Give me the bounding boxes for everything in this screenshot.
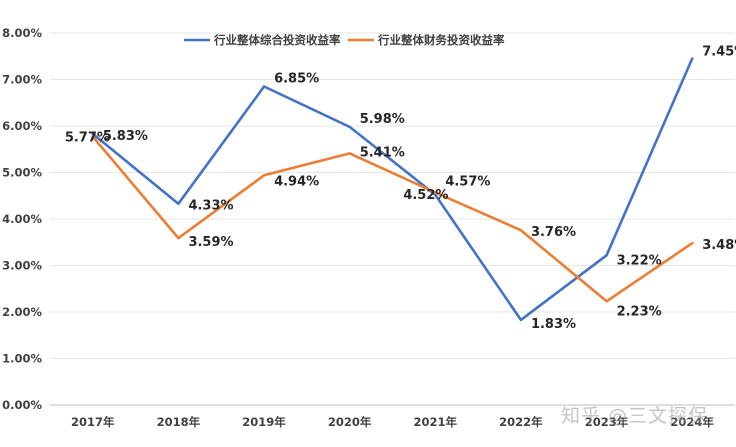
data-label: 3.48% <box>702 238 736 253</box>
y-tick-label: 4.00% <box>2 212 42 226</box>
x-tick-label: 2019年 <box>242 415 286 429</box>
data-label: 5.98% <box>360 112 405 127</box>
y-tick-label: 1.00% <box>2 352 42 366</box>
legend-label-1: 行业整体综合投资收益率 <box>213 33 341 47</box>
x-tick-label: 2020年 <box>328 415 372 429</box>
data-label: 5.41% <box>360 145 405 160</box>
data-label: 4.57% <box>445 174 490 189</box>
y-tick-label: 8.00% <box>2 26 42 40</box>
data-labels: 5.83% 4.33% 6.85% 5.98% 4.52% 1.83% 3.22% 7.45%… <box>65 45 736 332</box>
data-label: 4.94% <box>274 174 319 189</box>
y-tick-label: 0.00% <box>2 398 42 412</box>
x-tick-label: 2024年 <box>670 415 714 429</box>
x-axis: 2017年 2018年 2019年 2020年 2021年 2022年 2023年 2024年 <box>71 415 714 429</box>
legend: 行业整体综合投资收益率 行业整体财务投资收益率 <box>184 33 505 47</box>
y-tick-label: 7.00% <box>2 73 42 87</box>
series-line-2 <box>91 135 694 303</box>
x-tick-label: 2018年 <box>157 415 201 429</box>
data-label: 3.59% <box>188 235 233 250</box>
x-tick-label: 2017年 <box>71 415 115 429</box>
x-tick-label: 2023年 <box>585 415 629 429</box>
data-label: 5.77% <box>65 131 110 146</box>
data-label: 5.83% <box>103 129 148 144</box>
y-axis: 0.00% 1.00% 2.00% 3.00% 4.00% 5.00% 6.00% 7.00%… <box>2 26 42 412</box>
y-tick-label: 2.00% <box>2 305 42 319</box>
x-tick-label: 2022年 <box>499 415 543 429</box>
data-label: 6.85% <box>274 71 319 86</box>
y-tick-label: 6.00% <box>2 119 42 133</box>
series-lines <box>91 57 694 322</box>
y-tick-label: 5.00% <box>2 166 42 180</box>
data-label: 3.76% <box>531 225 576 240</box>
data-label: 3.22% <box>617 253 662 268</box>
gridlines <box>50 32 735 406</box>
y-tick-label: 3.00% <box>2 259 42 273</box>
watermark: 知乎 @三文探保 <box>561 405 709 427</box>
data-label: 2.23% <box>617 304 662 319</box>
legend-label-2: 行业整体财务投资收益率 <box>377 33 505 47</box>
x-tick-label: 2021年 <box>414 415 458 429</box>
data-label: 1.83% <box>531 317 576 332</box>
data-label: 4.33% <box>188 199 233 214</box>
data-label: 7.45% <box>702 45 736 60</box>
data-label: 4.52% <box>403 188 448 203</box>
series-line-1 <box>91 57 694 322</box>
